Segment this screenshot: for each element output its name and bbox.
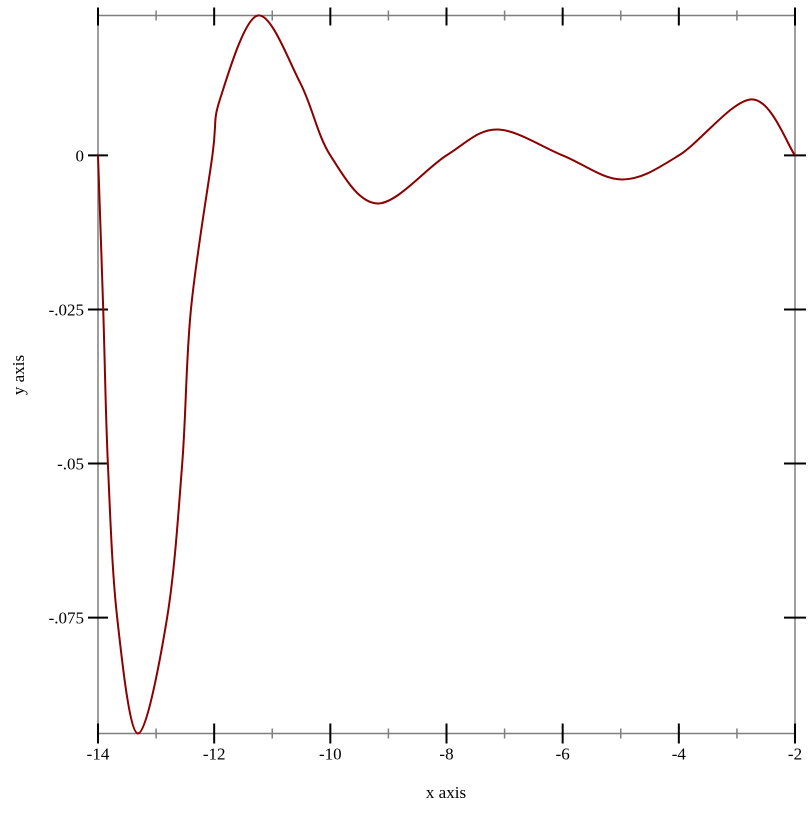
y-tick-label: -.05 bbox=[57, 455, 84, 474]
y-axis-label: y axis bbox=[9, 355, 28, 395]
x-tick-label: -4 bbox=[672, 745, 687, 764]
axis-ticks: -14 -12 -10 -8 -6 -4 -2 0 -.025 -.05 -.075 bbox=[49, 7, 806, 764]
x-tick-label: -8 bbox=[439, 745, 453, 764]
series-layer bbox=[97, 14, 796, 735]
y-tick-label: 0 bbox=[76, 146, 85, 165]
series-line bbox=[97, 14, 796, 735]
x-tick-label: -14 bbox=[87, 745, 110, 764]
x-tick-label: -12 bbox=[203, 745, 226, 764]
y-tick-label: -.025 bbox=[49, 300, 84, 319]
x-axis-label: x axis bbox=[426, 783, 466, 802]
x-tick-label: -6 bbox=[556, 745, 570, 764]
plot-frame bbox=[97, 14, 796, 735]
plot-border bbox=[97, 14, 796, 735]
x-tick-label: -10 bbox=[319, 745, 342, 764]
x-tick-label: -2 bbox=[788, 745, 802, 764]
y-tick-label: -.075 bbox=[49, 609, 84, 628]
